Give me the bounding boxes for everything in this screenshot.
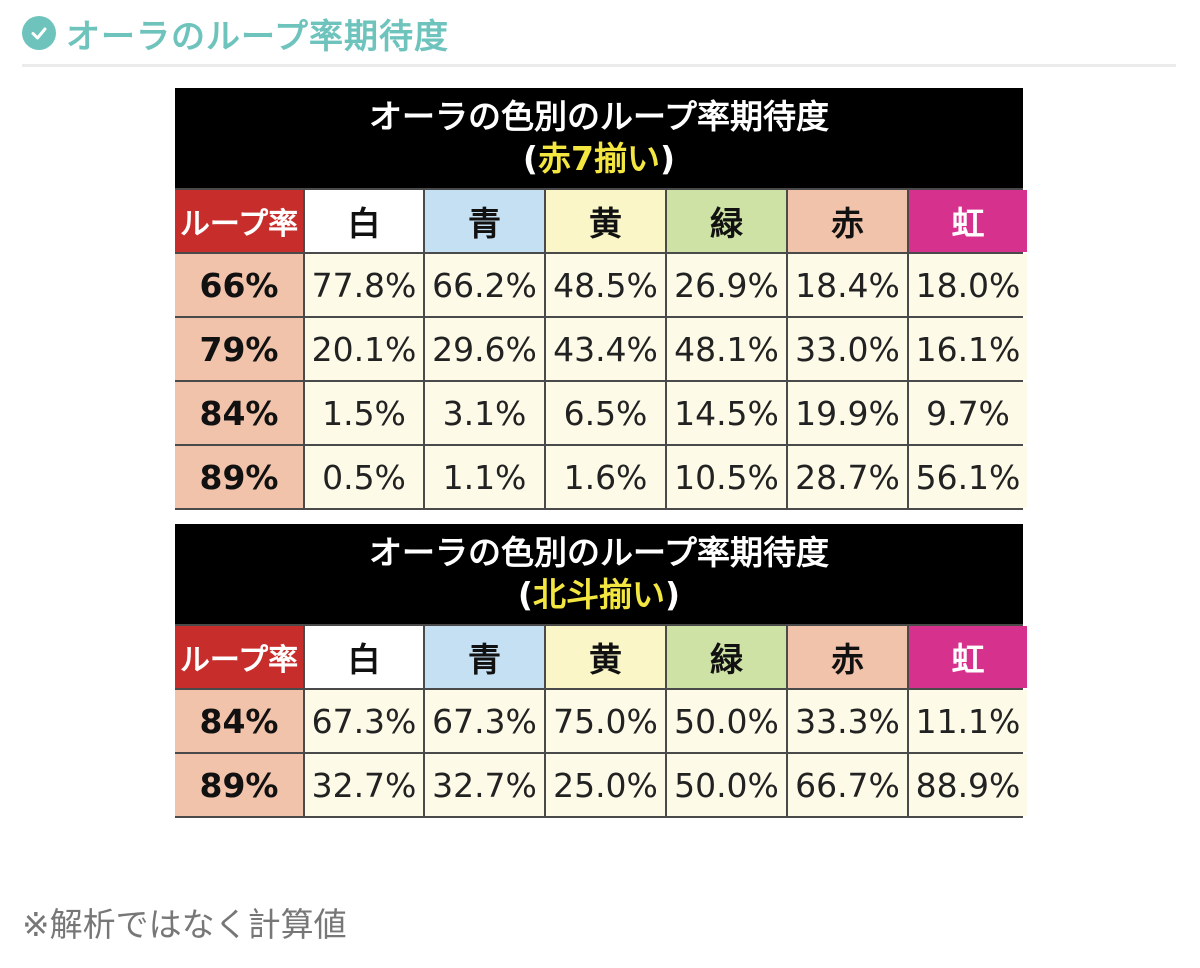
header-blue: 青 bbox=[425, 190, 544, 252]
table-cell: 75.0% bbox=[546, 690, 665, 752]
table-cell: 48.1% bbox=[667, 318, 786, 380]
table-subtitle: (北斗揃い) bbox=[517, 575, 681, 614]
table-title: オーラの色別のループ率期待度 bbox=[368, 533, 830, 572]
table-cell: 77.8% bbox=[305, 254, 423, 316]
table-cell: 18.4% bbox=[788, 254, 907, 316]
table-cell: 32.7% bbox=[305, 754, 423, 816]
table-cell: 20.1% bbox=[305, 318, 423, 380]
header-loop-rate: ループ率 bbox=[175, 190, 303, 252]
section-heading: オーラのループ率期待度 bbox=[22, 10, 449, 57]
table-cell: 43.4% bbox=[546, 318, 665, 380]
table-cell: 66.2% bbox=[425, 254, 544, 316]
table-cell: 32.7% bbox=[425, 754, 544, 816]
check-circle-icon bbox=[22, 16, 56, 50]
table-cell: 28.7% bbox=[788, 446, 907, 508]
header-loop-rate: ループ率 bbox=[175, 626, 303, 688]
table-cell: 48.5% bbox=[546, 254, 665, 316]
table-title-block: オーラの色別のループ率期待度 (北斗揃い) bbox=[175, 524, 1023, 624]
header-rainbow: 虹 bbox=[909, 190, 1027, 252]
table-cell: 88.9% bbox=[909, 754, 1027, 816]
table-cell: 1.1% bbox=[425, 446, 544, 508]
table-grid: ループ率 白 青 黄 緑 赤 虹 84% 67.3% 67.3% 75.0% 5… bbox=[175, 624, 1027, 818]
table-cell: 33.0% bbox=[788, 318, 907, 380]
table-cell: 10.5% bbox=[667, 446, 786, 508]
header-blue: 青 bbox=[425, 626, 544, 688]
row-rate: 89% bbox=[175, 754, 303, 816]
header-red: 赤 bbox=[788, 626, 907, 688]
loop-rate-table-hokuto: オーラの色別のループ率期待度 (北斗揃い) ループ率 白 青 黄 緑 赤 虹 8… bbox=[175, 524, 1027, 818]
heading-divider bbox=[22, 64, 1176, 67]
table-title-block: オーラの色別のループ率期待度 (赤7揃い) bbox=[175, 88, 1023, 188]
table-cell: 1.5% bbox=[305, 382, 423, 444]
table-cell: 9.7% bbox=[909, 382, 1027, 444]
footnote: ※解析ではなく計算値 bbox=[22, 905, 347, 944]
table-cell: 3.1% bbox=[425, 382, 544, 444]
table-cell: 26.9% bbox=[667, 254, 786, 316]
loop-rate-table-red7: オーラの色別のループ率期待度 (赤7揃い) ループ率 白 青 黄 緑 赤 虹 6… bbox=[175, 88, 1027, 510]
header-white: 白 bbox=[305, 626, 423, 688]
table-cell: 18.0% bbox=[909, 254, 1027, 316]
table-cell: 19.9% bbox=[788, 382, 907, 444]
header-yellow: 黄 bbox=[546, 626, 665, 688]
header-green: 緑 bbox=[667, 190, 786, 252]
table-cell: 50.0% bbox=[667, 754, 786, 816]
row-rate: 66% bbox=[175, 254, 303, 316]
table-title: オーラの色別のループ率期待度 bbox=[368, 97, 830, 136]
table-cell: 11.1% bbox=[909, 690, 1027, 752]
section-title: オーラのループ率期待度 bbox=[66, 16, 449, 57]
header-rainbow: 虹 bbox=[909, 626, 1027, 688]
row-rate: 79% bbox=[175, 318, 303, 380]
table-cell: 33.3% bbox=[788, 690, 907, 752]
table-cell: 14.5% bbox=[667, 382, 786, 444]
header-yellow: 黄 bbox=[546, 190, 665, 252]
header-red: 赤 bbox=[788, 190, 907, 252]
row-rate: 84% bbox=[175, 382, 303, 444]
table-cell: 6.5% bbox=[546, 382, 665, 444]
table-cell: 16.1% bbox=[909, 318, 1027, 380]
header-white: 白 bbox=[305, 190, 423, 252]
table-cell: 56.1% bbox=[909, 446, 1027, 508]
table-cell: 67.3% bbox=[305, 690, 423, 752]
table-subtitle: (赤7揃い) bbox=[522, 139, 676, 178]
table-cell: 67.3% bbox=[425, 690, 544, 752]
table-cell: 1.6% bbox=[546, 446, 665, 508]
row-rate: 84% bbox=[175, 690, 303, 752]
table-cell: 25.0% bbox=[546, 754, 665, 816]
table-cell: 50.0% bbox=[667, 690, 786, 752]
table-cell: 29.6% bbox=[425, 318, 544, 380]
row-rate: 89% bbox=[175, 446, 303, 508]
table-cell: 0.5% bbox=[305, 446, 423, 508]
table-cell: 66.7% bbox=[788, 754, 907, 816]
header-green: 緑 bbox=[667, 626, 786, 688]
table-grid: ループ率 白 青 黄 緑 赤 虹 66% 77.8% 66.2% 48.5% 2… bbox=[175, 188, 1027, 510]
